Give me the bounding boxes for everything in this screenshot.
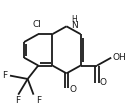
Text: OH: OH bbox=[112, 53, 126, 62]
Text: O: O bbox=[69, 85, 76, 94]
Text: F: F bbox=[15, 96, 20, 104]
Text: O: O bbox=[99, 78, 106, 87]
Text: N: N bbox=[71, 21, 77, 30]
Text: H: H bbox=[71, 15, 77, 24]
Text: F: F bbox=[2, 71, 7, 80]
Text: F: F bbox=[36, 96, 41, 104]
Text: Cl: Cl bbox=[33, 20, 42, 29]
